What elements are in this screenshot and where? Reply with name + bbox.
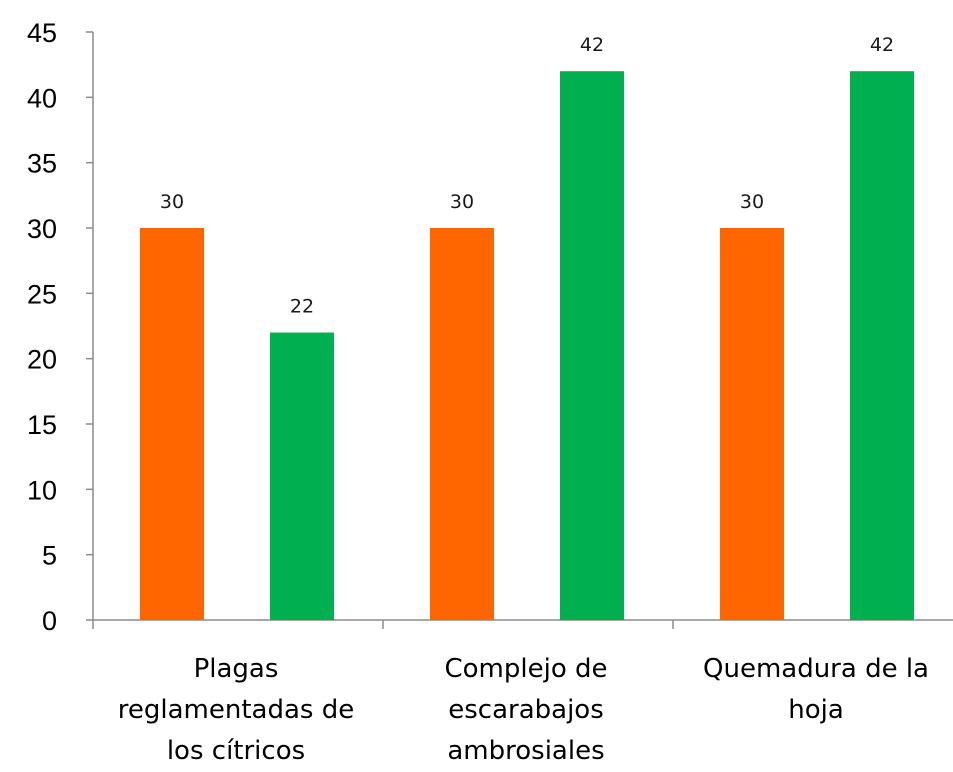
category-label: reglamentadas de [118,695,354,725]
data-label: 42 [870,34,894,56]
category-label: Plagas [194,654,279,684]
category-label: hoja [788,695,844,725]
y-tick-label: 45 [27,18,57,48]
y-tick-label: 20 [27,345,57,375]
data-label: 30 [160,191,184,213]
bar [430,228,494,620]
category-label: los cítricos [167,736,305,766]
y-tick-label: 5 [42,541,57,571]
data-labels: 30 22 30 42 30 42 [160,34,894,317]
data-label: 30 [740,191,764,213]
category-label: ambrosiales [447,736,604,766]
y-tick-label: 0 [42,606,57,636]
data-label: 30 [450,191,474,213]
category-label: Complejo de [444,654,607,684]
data-label: 42 [580,34,604,56]
x-axis [92,619,953,629]
bar [720,228,784,620]
y-tick-label: 40 [27,83,57,113]
y-tick-label: 25 [27,279,57,309]
y-tick-label: 15 [27,410,57,440]
y-tick-label: 10 [27,475,57,505]
y-tick-label: 35 [27,149,57,179]
bar [270,332,334,620]
y-tick-label: 30 [27,214,57,244]
bar [140,228,204,620]
bar [560,71,624,620]
y-axis: 0 5 10 15 20 25 30 35 40 45 [27,18,94,636]
category-labels: Plagas reglamentadas de los cítricos Comple… [118,654,929,766]
bars [140,71,914,620]
data-label: 22 [290,296,314,318]
bar [850,71,914,620]
category-label: escarabajos [448,695,604,725]
category-label: Quemadura de la [703,654,929,684]
